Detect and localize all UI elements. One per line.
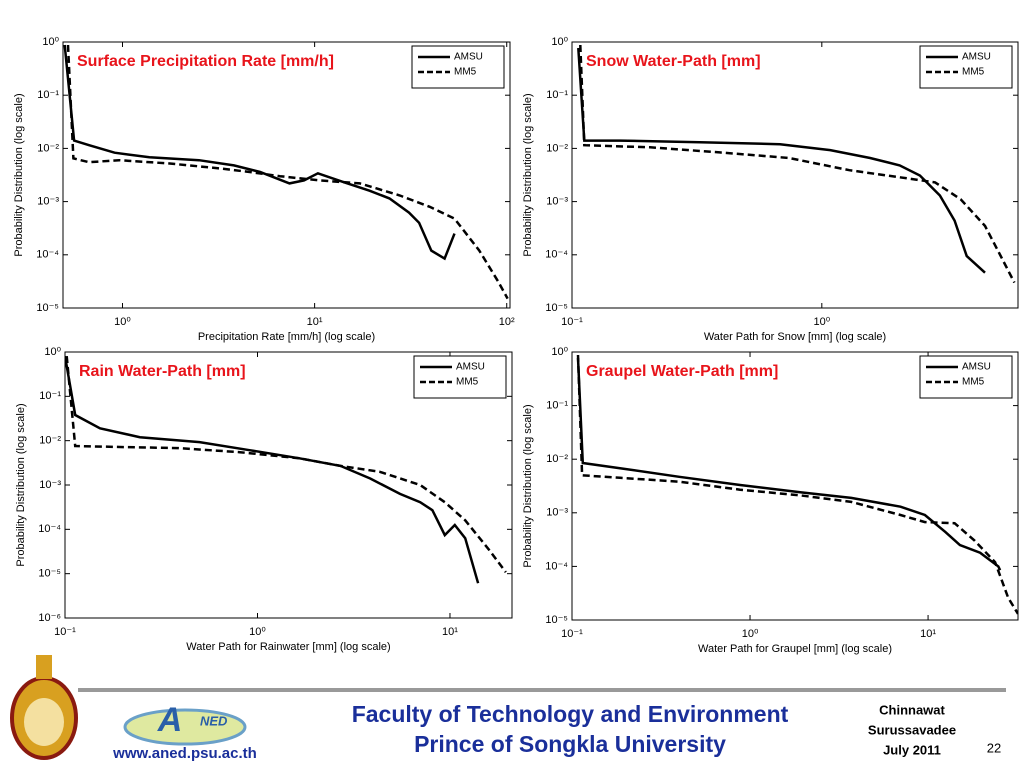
- y-tick-label: 10⁻¹: [37, 89, 59, 101]
- y-tick-label: 10⁻⁴: [545, 560, 568, 572]
- author-last: Surussavadee: [868, 722, 956, 737]
- y-axis-label: Probability Distribution (log scale): [15, 403, 27, 566]
- y-tick-label: 10⁻³: [546, 507, 568, 519]
- y-tick-label: 10⁻³: [37, 196, 59, 208]
- y-tick-label: 10⁰: [44, 346, 61, 358]
- y-axis-label: Probability Distribution (log scale): [13, 93, 25, 256]
- x-tick-label: 10⁰: [813, 316, 830, 328]
- y-tick-label: 10⁻⁵: [38, 568, 61, 580]
- date: July 2011: [883, 742, 941, 757]
- x-axis-label: Water Path for Graupel [mm] (log scale): [698, 643, 892, 655]
- university-logo: [10, 655, 78, 760]
- chart-title: Surface Precipitation Rate [mm/h]: [77, 53, 334, 70]
- series-line: [66, 44, 509, 300]
- y-tick-label: 10⁻⁵: [545, 614, 568, 626]
- institution-line1: Faculty of Technology and Environment: [352, 701, 789, 727]
- y-tick-label: 10⁻⁵: [36, 302, 59, 314]
- legend-box: [919, 45, 1013, 89]
- y-tick-label: 10⁻⁵: [545, 302, 568, 314]
- legend-box: [413, 355, 507, 399]
- x-axis-label: Precipitation Rate [mm/h] (log scale): [198, 331, 375, 343]
- series-line: [65, 355, 507, 573]
- y-tick-label: 10⁻⁴: [38, 523, 61, 535]
- series-line: [65, 355, 480, 584]
- series-line: [63, 44, 456, 261]
- legend-box: [411, 45, 505, 89]
- y-tick-label: 10⁻¹: [546, 400, 568, 412]
- x-tick-label: 10⁻¹: [561, 316, 583, 328]
- legend-label: MM5: [962, 67, 985, 78]
- legend-box: [919, 355, 1013, 399]
- legend-label: AMSU: [456, 362, 485, 373]
- legend-label: AMSU: [962, 52, 991, 63]
- legend-label: MM5: [454, 67, 477, 78]
- page-number: 22: [987, 740, 1001, 755]
- x-tick-label: 10¹: [307, 316, 323, 328]
- y-tick-label: 10⁰: [551, 346, 568, 358]
- aned-logo: A NED: [123, 701, 247, 746]
- x-axis-label: Water Path for Snow [mm] (log scale): [704, 331, 886, 343]
- y-tick-label: 10⁻³: [546, 196, 568, 208]
- x-tick-label: 10²: [499, 316, 515, 328]
- website: www.aned.psu.ac.th: [112, 745, 257, 762]
- y-tick-label: 10⁻²: [546, 142, 568, 154]
- x-tick-label: 10⁰: [249, 626, 266, 638]
- y-tick-label: 10⁰: [42, 36, 59, 48]
- series-line: [577, 47, 986, 274]
- y-axis-label: Probability Distribution (log scale): [522, 404, 534, 567]
- y-tick-label: 10⁻⁶: [38, 612, 61, 624]
- plot-frame: [62, 41, 511, 309]
- x-axis-label: Water Path for Rainwater [mm] (log scale…: [186, 641, 390, 653]
- series-line: [576, 358, 1002, 571]
- chart: 10⁰ 10⁻¹ 10⁻² 10⁻³ 10⁻⁴ 10⁻⁵ 10⁻⁶ 10⁻¹ 10⁰ 10¹ Wat…: [15, 346, 513, 653]
- series-line: [576, 354, 1018, 615]
- y-tick-label: 10⁻²: [39, 435, 61, 447]
- logo-text: NED: [200, 713, 228, 728]
- y-tick-label: 10⁻⁴: [545, 249, 568, 261]
- institution-line2: Prince of Songkla University: [414, 731, 726, 757]
- series-line: [579, 44, 1016, 284]
- x-tick-label: 10⁻¹: [561, 628, 583, 640]
- y-tick-label: 10⁻¹: [546, 89, 568, 101]
- legend-label: MM5: [962, 377, 985, 388]
- y-axis-label: Probability Distribution (log scale): [522, 93, 534, 256]
- chart: 10⁰ 10⁻¹ 10⁻² 10⁻³ 10⁻⁴ 10⁻⁵ 10⁰ 10¹ 10² Precipit…: [13, 36, 515, 343]
- chart-title: Snow Water-Path [mm]: [586, 53, 761, 70]
- y-tick-label: 10⁰: [551, 36, 568, 48]
- chart-title: Graupel Water-Path [mm]: [586, 363, 778, 380]
- y-tick-label: 10⁻³: [39, 479, 61, 491]
- plot-frame: [571, 351, 1019, 621]
- y-tick-label: 10⁻²: [37, 142, 59, 154]
- author-first: Chinnawat: [879, 702, 945, 717]
- x-tick-label: 10¹: [920, 628, 936, 640]
- plot-frame: [571, 41, 1019, 309]
- x-tick-label: 10⁰: [114, 316, 131, 328]
- y-tick-label: 10⁻¹: [39, 390, 61, 402]
- x-tick-label: 10¹: [442, 626, 458, 638]
- legend-label: MM5: [456, 377, 479, 388]
- legend-label: AMSU: [454, 52, 483, 63]
- x-tick-label: 10⁻¹: [54, 626, 76, 638]
- legend-label: AMSU: [962, 362, 991, 373]
- chart: 10⁰ 10⁻¹ 10⁻² 10⁻³ 10⁻⁴ 10⁻⁵ 10⁻¹ 10⁰ 10¹ Water P…: [522, 346, 1019, 655]
- x-tick-label: 10⁰: [742, 628, 759, 640]
- logo-letter: A: [157, 701, 183, 739]
- chart-title: Rain Water-Path [mm]: [79, 363, 246, 380]
- y-tick-label: 10⁻⁴: [36, 249, 59, 261]
- y-tick-label: 10⁻²: [546, 453, 568, 465]
- chart: 10⁰ 10⁻¹ 10⁻² 10⁻³ 10⁻⁴ 10⁻⁵ 10⁻¹ 10⁰ Water Path…: [522, 36, 1019, 343]
